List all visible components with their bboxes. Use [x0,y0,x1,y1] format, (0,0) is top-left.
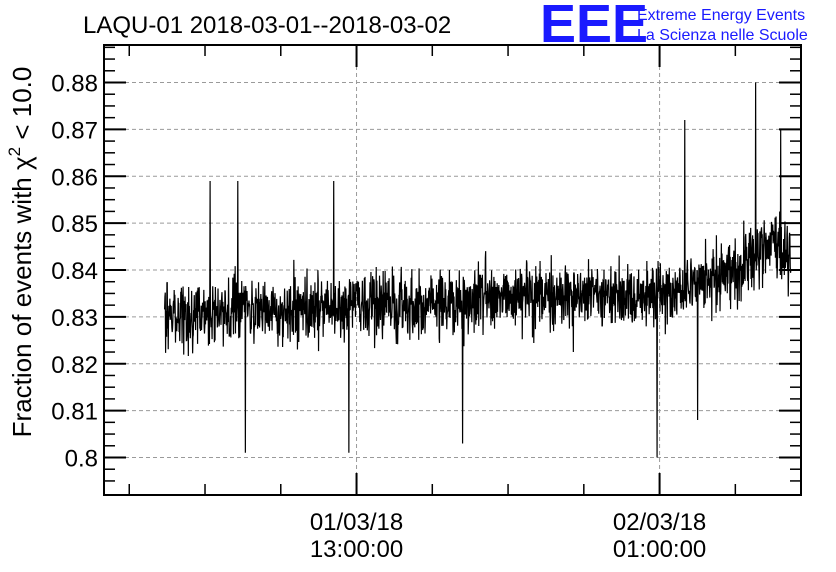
chart-title: LAQU-01 2018-03-01--2018-03-02 [83,12,451,39]
eee-logo: EEE Extreme Energy Events La Scienza nel… [540,0,808,54]
plot-frame [103,44,802,496]
x-tick-time: 01:00:00 [613,536,706,563]
series-layer [164,82,792,458]
tick-labels: 0.8 0.81 0.82 0.83 0.84 0.85 0.86 0.87 0.88 01/03… [51,71,706,564]
y-tick-label: 0.84 [51,258,98,285]
logo-line2: La Scienza nelle Scuole [637,27,808,44]
logo-line1: Extreme Energy Events [637,7,805,24]
y-tick-label: 0.82 [51,352,98,379]
y-tick-label: 0.83 [51,305,98,332]
y-tick-label: 0.85 [51,211,98,238]
axis-ticks [104,45,801,495]
y-axis-label: Fraction of events with χ2 < 10.0 [5,67,37,438]
grid-lines [104,45,801,495]
y-tick-label: 0.87 [51,117,98,144]
x-tick-date: 02/03/18 [613,509,706,536]
y-tick-label: 0.88 [51,71,98,98]
y-tick-label: 0.86 [51,164,98,191]
y-tick-label: 0.81 [51,399,98,426]
series-line [164,82,792,458]
x-tick-date: 01/03/18 [310,509,403,536]
y-tick-label: 0.8 [65,446,98,473]
x-tick-time: 13:00:00 [310,536,403,563]
